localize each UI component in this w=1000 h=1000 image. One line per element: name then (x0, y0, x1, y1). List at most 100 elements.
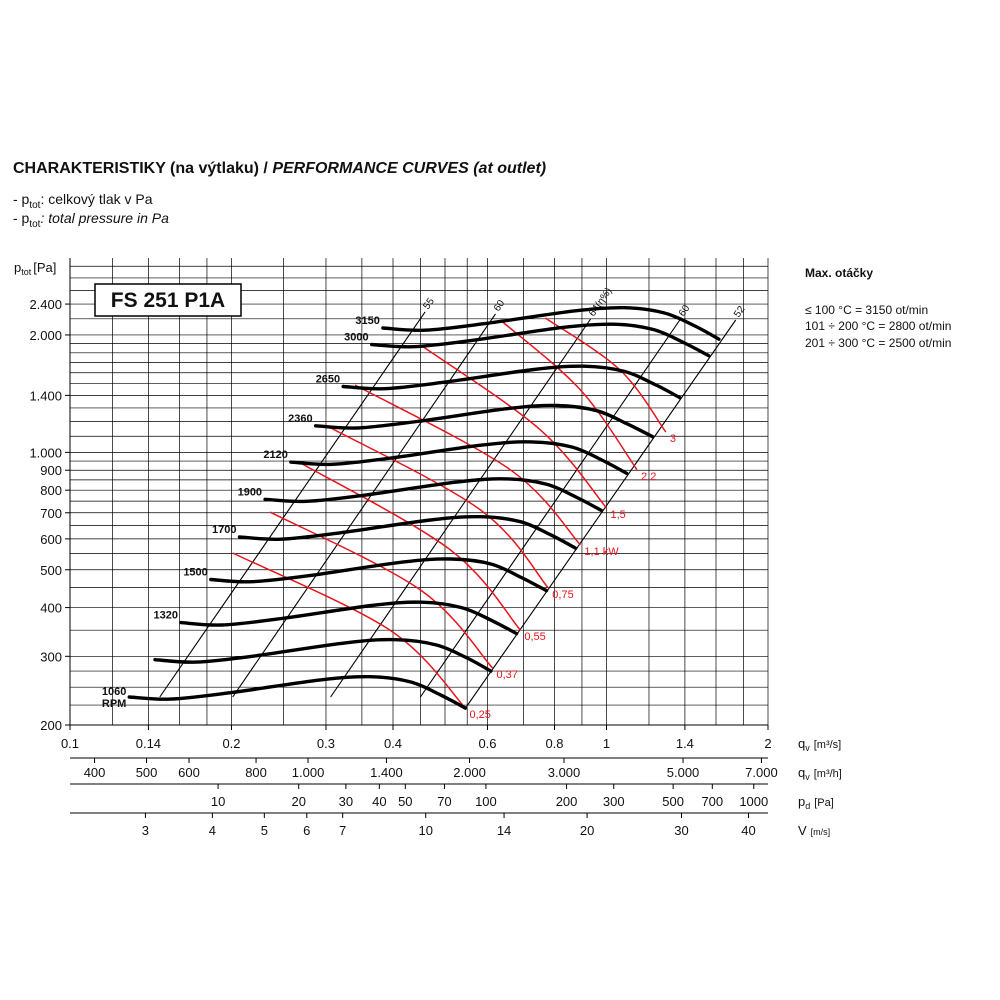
axis-symbol: q (798, 736, 805, 751)
axis-unit: [m³/h] (814, 768, 842, 780)
grid (70, 258, 769, 725)
y-tick-label: 900 (40, 463, 62, 478)
note-prefix: - p (13, 191, 30, 207)
model-box (94, 283, 242, 317)
x-tick-label: 0.6 (478, 736, 496, 751)
power-label: 3 (670, 433, 676, 445)
power-line (232, 552, 467, 709)
speed-curve (341, 364, 682, 400)
secondary-tick-label: 500 (662, 794, 684, 809)
title: CHARAKTERISTIKY (na výtlaku) / PERFORMAN… (13, 160, 546, 177)
y-axis-title: ptot [Pa] (14, 260, 56, 277)
x-axis-title: qv [m³/s] (798, 736, 841, 753)
axis-symbol: p (14, 260, 21, 275)
secondary-tick-label: 200 (556, 794, 578, 809)
secondary-tick-label: 6 (303, 823, 310, 838)
speed-curve (370, 322, 711, 358)
secondary-tick-label: 600 (178, 765, 200, 780)
power-label: 0,37 (496, 669, 517, 681)
secondary-tick-label: 14 (497, 823, 511, 838)
x-tick-label: 0.4 (384, 736, 402, 751)
note: - ptot: total pressure in Pa (13, 210, 169, 230)
power-line (324, 424, 549, 589)
speed-label: 1060 (102, 686, 126, 698)
y-tick-label: 400 (40, 601, 62, 616)
speed-curve (237, 514, 578, 550)
y-tick-label: 1.000 (29, 445, 62, 460)
speed-curve (209, 557, 549, 593)
speed-label: 3000 (344, 332, 368, 344)
y-tick-label: 200 (40, 718, 62, 733)
secondary-tick-label: 800 (245, 765, 267, 780)
note-sub: tot (29, 219, 40, 230)
secondary-tick-label: 1000 (739, 794, 768, 809)
secondary-tick-label: 40 (741, 823, 755, 838)
y-tick-label: 800 (40, 483, 62, 498)
secondary-tick-label: 1.400 (370, 765, 403, 780)
secondary-tick-label: 100 (475, 794, 497, 809)
secondary-tick-label: 30 (339, 794, 353, 809)
speed-unit: RPM (102, 698, 126, 710)
secondary-tick-label: 10 (211, 794, 225, 809)
note-sub: tot (29, 200, 40, 211)
axis-symbol: V (798, 823, 807, 838)
title-cz: CHARAKTERISTIKY (na výtlaku) / (13, 160, 268, 177)
x-tick-label: 0.2 (222, 736, 240, 751)
title-en: PERFORMANCE CURVES (at outlet) (272, 160, 546, 177)
x-axis-title: pd [Pa] (798, 794, 834, 811)
power-line (300, 462, 521, 631)
speed-label: 1320 (153, 610, 177, 622)
x-tick-label: 1 (603, 736, 610, 751)
y-tick-label: 600 (40, 532, 62, 547)
power-line (354, 384, 581, 546)
power-lines: 0,25 0,37 0,55 0,75 1,1 kW 1,5 2,2 3 (232, 317, 676, 721)
note-text: : total pressure in Pa (40, 210, 169, 226)
y-tick-label: 1.400 (29, 388, 62, 403)
speed-label: 2360 (288, 413, 312, 425)
efficiency-line (465, 319, 737, 709)
speed-curve (153, 637, 493, 673)
power-label: 1,1 kW (584, 546, 619, 558)
power-line (269, 511, 494, 669)
axis-symbol: q (798, 765, 805, 780)
axis-sub: d (805, 801, 810, 811)
speed-label: 1700 (212, 524, 236, 536)
x-tick-label: 2 (764, 736, 771, 751)
axis-unit: [m/s] (811, 827, 831, 837)
secondary-tick-label: 5 (261, 823, 268, 838)
efficiency-label: 55 (422, 296, 438, 312)
speed-curve (381, 305, 721, 341)
secondary-tick-label: 300 (603, 794, 625, 809)
axis-sub: v (805, 743, 810, 753)
x-tick-label: 1.4 (676, 736, 694, 751)
power-line (419, 344, 608, 509)
secondary-tick-label: 3.000 (548, 765, 581, 780)
axis-sub: tot (21, 267, 32, 277)
power-label: 0,25 (470, 709, 491, 721)
y-tick-label: 700 (40, 506, 62, 521)
secondary-tick-label: 3 (142, 823, 149, 838)
y-tick-label: 500 (40, 563, 62, 578)
model-label: FS 251 P1A (111, 289, 225, 312)
axes: 200 300 400 500 600 700 800 900 1.000 1.400 2.000 2… (29, 258, 842, 838)
x-tick-label: 0.14 (136, 736, 161, 751)
power-label: 0,55 (524, 631, 545, 643)
speed-label: 1500 (183, 567, 207, 579)
note-text: : celkový tlak v Pa (40, 191, 152, 207)
secondary-tick-label: 40 (372, 794, 386, 809)
speed-curve (314, 403, 655, 439)
efficiency-label: 52 (732, 304, 748, 320)
speed-curve (127, 674, 468, 710)
efficiency-line (330, 318, 592, 698)
power-label: 0,75 (552, 589, 573, 601)
secondary-tick-label: 500 (136, 765, 158, 780)
power-label: 1,5 (610, 509, 625, 521)
secondary-tick-label: 700 (701, 794, 723, 809)
x-axis-title: V [m/s] (798, 823, 830, 838)
x-tick-label: 0.1 (61, 736, 79, 751)
secondary-tick-label: 7 (339, 823, 346, 838)
efficiency-label: 60 (677, 303, 693, 319)
